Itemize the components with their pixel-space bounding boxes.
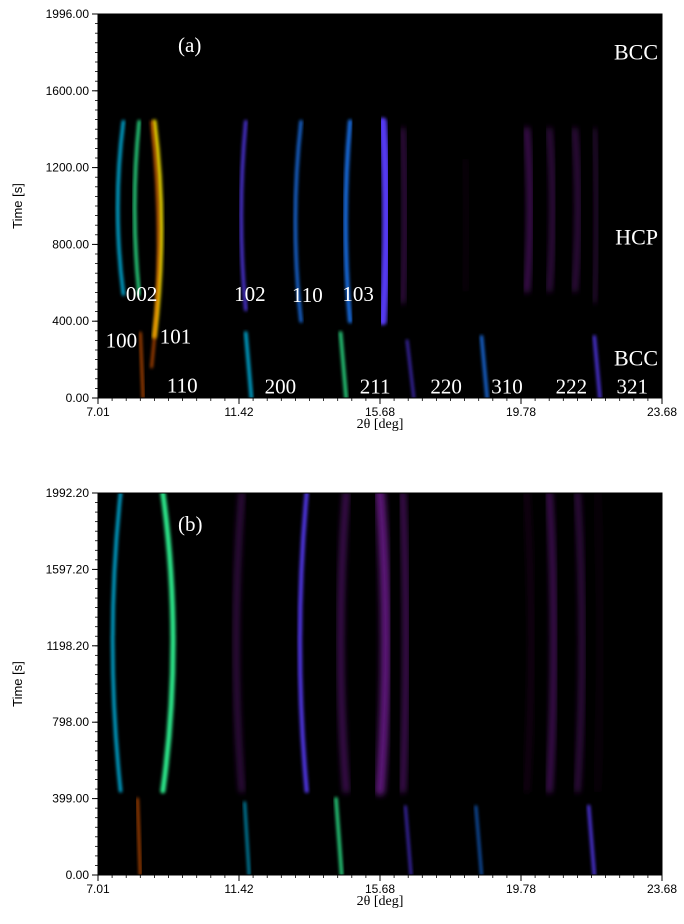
diffraction-streak — [547, 493, 556, 793]
phase-label: BCC — [614, 40, 658, 65]
diffraction-streak — [160, 493, 176, 794]
diffraction-streak — [525, 493, 533, 793]
diffraction-streak — [338, 493, 349, 793]
x-tick-label: 11.42 — [224, 882, 253, 896]
diffraction-streak — [244, 331, 253, 398]
diffraction-streak — [378, 117, 391, 326]
y-tick-label: 0.00 — [66, 868, 90, 882]
diffraction-streak — [401, 127, 407, 304]
phase-label: BCC — [614, 346, 658, 371]
panel-label: (a) — [178, 33, 201, 57]
x-axis-label: 2θ [deg] — [357, 894, 404, 909]
diffraction-streak — [474, 805, 483, 875]
diffraction-streak — [293, 120, 303, 323]
diffraction-streak — [547, 127, 555, 292]
y-tick-label: 1597.20 — [46, 562, 90, 576]
y-tick-label: 1198.20 — [47, 639, 90, 653]
diffraction-streak — [587, 804, 596, 875]
diffraction-streak — [406, 339, 415, 398]
diffraction-streak — [111, 493, 123, 793]
diffraction-streak — [573, 127, 580, 292]
y-tick-label: 0.00 — [66, 391, 90, 405]
y-tick-label: 1200.00 — [46, 161, 90, 175]
diffraction-streak — [116, 120, 125, 296]
diffraction-streak — [575, 493, 584, 793]
peak-label: 102 — [234, 282, 266, 306]
peak-label: 200 — [265, 374, 297, 398]
diffraction-streak — [133, 120, 141, 296]
diffraction-streak — [136, 797, 142, 875]
plot-area — [98, 14, 662, 398]
x-tick-label: 7.01 — [86, 405, 110, 419]
x-tick-label: 19.78 — [506, 882, 536, 896]
peak-label: 101 — [160, 324, 192, 348]
peak-label: 321 — [616, 374, 648, 398]
x-tick-label: 23.68 — [647, 405, 677, 419]
diffraction-streak — [339, 331, 348, 398]
peak-label: 222 — [556, 374, 588, 398]
peak-label: 110 — [292, 283, 323, 307]
diffraction-streak — [239, 120, 248, 312]
peak-label: 310 — [491, 374, 523, 398]
diffraction-streak — [400, 493, 408, 793]
diffraction-streak — [375, 493, 391, 796]
y-tick-label: 1600.00 — [46, 84, 90, 98]
x-axis-label: 2θ [deg] — [357, 417, 404, 432]
diffraction-streak — [404, 805, 413, 875]
diffraction-streak — [150, 120, 160, 369]
peak-label: 110 — [167, 374, 198, 398]
y-tick-label: 400.00 — [52, 314, 89, 328]
panel-label: (b) — [178, 512, 203, 536]
y-tick-label: 798.00 — [52, 715, 89, 729]
diffraction-streak — [596, 493, 602, 792]
x-tick-label: 15.68 — [365, 405, 395, 419]
diffraction-streak — [463, 158, 468, 292]
peak-label: 100 — [106, 328, 138, 352]
diffraction-streak — [593, 128, 598, 303]
peak-label: 211 — [360, 374, 391, 398]
diffraction-streak — [139, 331, 145, 398]
diffraction-streak — [480, 335, 489, 398]
y-tick-label: 399.00 — [52, 792, 89, 806]
x-tick-label: 15.68 — [365, 882, 395, 896]
diffraction-streak — [343, 119, 353, 324]
panel-b: 0.00 399.00 798.00 1198.20 1597.20 1992.20 7.0… — [10, 486, 677, 909]
x-tick-label: 7.01 — [86, 882, 110, 896]
diffraction-streak — [524, 127, 533, 293]
peak-label: 103 — [342, 282, 374, 306]
peak-label: 002 — [126, 282, 158, 306]
y-tick-label: 1996.00 — [46, 7, 90, 21]
diffraction-streak — [243, 801, 251, 875]
x-tick-label: 23.68 — [647, 882, 677, 896]
x-tick-label: 19.78 — [506, 405, 536, 419]
y-tick-label: 1992.20 — [46, 486, 90, 500]
peak-label: 220 — [430, 374, 462, 398]
diffraction-streak — [234, 493, 244, 793]
x-tick-label: 11.42 — [224, 405, 253, 419]
diffraction-streak — [297, 493, 309, 793]
phase-label: HCP — [615, 224, 658, 249]
diffraction-streak — [334, 797, 344, 875]
y-tick-label: 800.00 — [52, 237, 89, 251]
panel-a: 0.00 400.00 800.00 1200.00 1600.00 1996.00 7.0… — [10, 7, 677, 432]
diffraction-streak — [592, 335, 602, 398]
y-axis-label: Time [s] — [10, 183, 25, 229]
y-axis-label: Time [s] — [10, 661, 25, 707]
